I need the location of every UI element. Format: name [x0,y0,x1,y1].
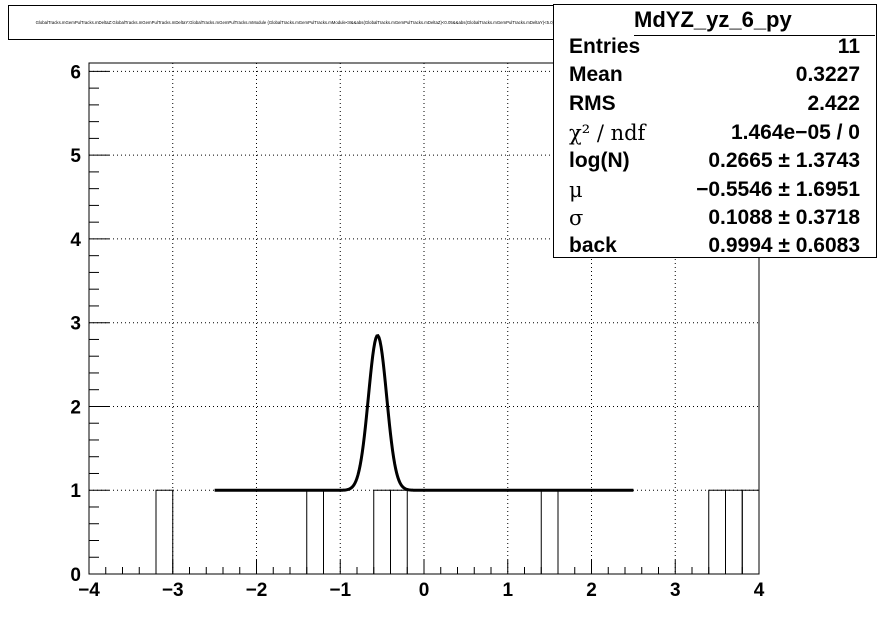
y-tick-label: 2 [70,397,81,418]
y-tick-label: 0 [70,565,81,586]
y-tick-label: 5 [70,146,81,167]
stat-value: 0.9994 ± 0.6083 [708,234,860,257]
histogram-bin [155,489,174,575]
stat-label: χ² / ndf [569,121,646,145]
x-tick-label: 0 [419,580,430,601]
stat-value: 11 [837,35,860,58]
histogram-bars [155,489,760,575]
stat-value: −0.5546 ± 1.6951 [696,178,860,201]
stats-row-mu: μ −0.5546 ± 1.6951 [569,176,860,204]
x-tick-label: −3 [162,580,184,601]
stat-value: 2.422 [807,92,860,115]
stat-value: 0.1088 ± 0.3718 [708,206,860,229]
y-tick-label: 1 [70,481,81,502]
stats-histogram-name: MdYZ_yz_6_py [634,5,875,36]
x-tick-label: −2 [246,580,268,601]
fit-curve [214,333,634,492]
stat-label: σ [569,206,584,230]
plot-title: GlobalTracks.mGemPulTracks.mDeltaZ:Globa… [35,20,580,25]
stats-row-rms: RMS 2.422 [569,90,860,118]
stats-box: MdYZ_yz_6_py Entries 11 Mean 0.3227 RMS … [553,4,877,258]
stats-row-sigma: σ 0.1088 ± 0.3718 [569,204,860,232]
stats-row-back: back 0.9994 ± 0.6083 [569,232,860,260]
plot-title-box: GlobalTracks.mGemPulTracks.mDeltaZ:Globa… [8,5,607,40]
y-tick-label: 6 [70,62,81,83]
stat-value: 1.464e−05 / 0 [730,121,860,144]
stats-row-chi2: χ² / ndf 1.464e−05 / 0 [569,119,860,147]
x-tick-label: 3 [670,580,681,601]
y-tick-label: 3 [70,314,81,335]
stat-label: log(N) [569,149,630,172]
stat-value: 0.3227 [795,63,860,86]
histogram-bin [390,489,408,575]
x-tick-label: 2 [586,580,597,601]
stat-label: Entries [569,35,641,58]
stat-label: back [569,234,617,257]
stats-row-entries: Entries 11 [569,33,860,61]
stats-row-logn: log(N) 0.2665 ± 1.3743 [569,147,860,175]
x-tick-label: 1 [502,580,513,601]
axis-ticks [88,70,760,575]
x-tick-label: −4 [78,580,100,601]
histogram-bin [708,489,726,575]
x-tick-label: 4 [754,580,765,601]
histogram-bin [741,489,760,575]
y-tick-label: 4 [70,230,81,251]
stat-value: 0.2665 ± 1.3743 [708,149,860,172]
stat-label: RMS [569,92,616,115]
histogram-bin [540,489,559,575]
histogram-bin [725,489,743,575]
stat-label: μ [569,178,583,202]
x-tick-label: −1 [329,580,351,601]
stat-label: Mean [569,63,623,86]
histogram-bin [306,489,324,575]
x-axis-tick-labels: −4 −3 −2 −1 0 1 2 3 4 [78,580,765,601]
y-axis-tick-labels: 0 1 2 3 4 5 6 [70,62,81,586]
stats-row-mean: Mean 0.3227 [569,61,860,89]
histogram-bin [373,489,391,575]
